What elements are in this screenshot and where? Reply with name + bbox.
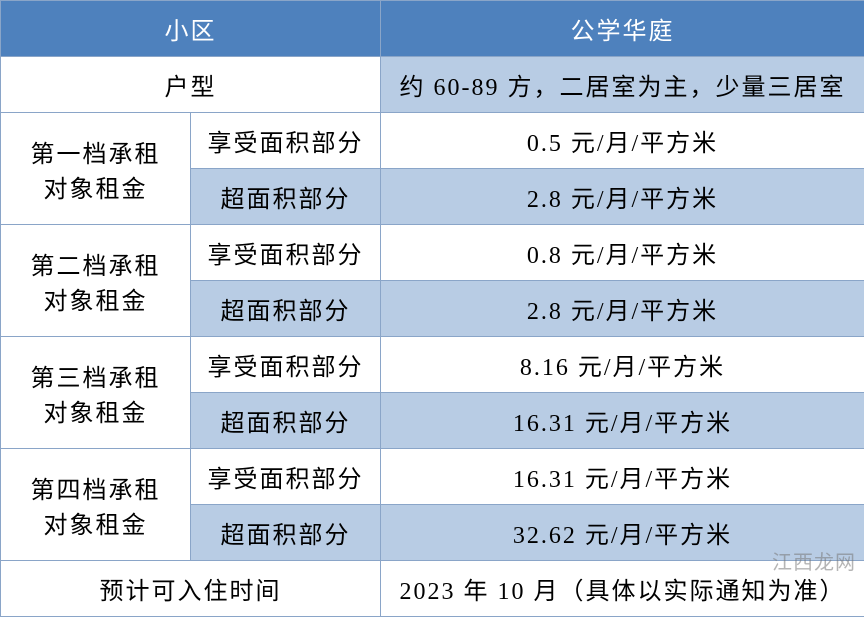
row-huxing: 户型 约 60-89 方，二居室为主，少量三居室 <box>1 57 864 113</box>
tier3-enjoy-value: 8.16 元/月/平方米 <box>381 337 864 393</box>
tier3-name-l2: 对象租金 <box>5 393 186 428</box>
tier3-row-enjoy: 第三档承租 对象租金 享受面积部分 8.16 元/月/平方米 <box>1 337 864 393</box>
tier2-row-enjoy: 第二档承租 对象租金 享受面积部分 0.8 元/月/平方米 <box>1 225 864 281</box>
huxing-label: 户型 <box>1 57 381 113</box>
tier4-enjoy-label: 享受面积部分 <box>191 449 381 505</box>
tier2-enjoy-value: 0.8 元/月/平方米 <box>381 225 864 281</box>
tier1-name: 第一档承租 对象租金 <box>1 113 191 225</box>
tier1-name-l1: 第一档承租 <box>5 134 186 169</box>
tier1-row-enjoy: 第一档承租 对象租金 享受面积部分 0.5 元/月/平方米 <box>1 113 864 169</box>
tier2-enjoy-label: 享受面积部分 <box>191 225 381 281</box>
tier1-enjoy-value: 0.5 元/月/平方米 <box>381 113 864 169</box>
tier4-over-value: 32.62 元/月/平方米 <box>381 505 864 561</box>
tier4-name: 第四档承租 对象租金 <box>1 449 191 561</box>
tier2-over-value: 2.8 元/月/平方米 <box>381 281 864 337</box>
table-header-row: 小区 公学华庭 <box>1 1 864 57</box>
tier2-over-label: 超面积部分 <box>191 281 381 337</box>
rent-table-wrapper: 小区 公学华庭 户型 约 60-89 方，二居室为主，少量三居室 第一档承租 对… <box>0 0 864 617</box>
tier1-enjoy-label: 享受面积部分 <box>191 113 381 169</box>
tier2-name-l1: 第二档承租 <box>5 246 186 281</box>
tier4-enjoy-value: 16.31 元/月/平方米 <box>381 449 864 505</box>
movein-label: 预计可入住时间 <box>1 561 381 617</box>
rent-table: 小区 公学华庭 户型 约 60-89 方，二居室为主，少量三居室 第一档承租 对… <box>0 0 864 617</box>
tier1-over-label: 超面积部分 <box>191 169 381 225</box>
header-project: 公学华庭 <box>381 1 864 57</box>
tier3-name-l1: 第三档承租 <box>5 358 186 393</box>
tier3-over-label: 超面积部分 <box>191 393 381 449</box>
tier3-name: 第三档承租 对象租金 <box>1 337 191 449</box>
tier2-name: 第二档承租 对象租金 <box>1 225 191 337</box>
tier3-enjoy-label: 享受面积部分 <box>191 337 381 393</box>
tier2-name-l2: 对象租金 <box>5 281 186 316</box>
movein-value: 2023 年 10 月（具体以实际通知为准） <box>381 561 864 617</box>
tier3-over-value: 16.31 元/月/平方米 <box>381 393 864 449</box>
tier4-name-l2: 对象租金 <box>5 505 186 540</box>
tier4-row-enjoy: 第四档承租 对象租金 享受面积部分 16.31 元/月/平方米 <box>1 449 864 505</box>
tier4-name-l1: 第四档承租 <box>5 470 186 505</box>
tier1-over-value: 2.8 元/月/平方米 <box>381 169 864 225</box>
tier4-over-label: 超面积部分 <box>191 505 381 561</box>
huxing-value: 约 60-89 方，二居室为主，少量三居室 <box>381 57 864 113</box>
header-community: 小区 <box>1 1 381 57</box>
tier1-name-l2: 对象租金 <box>5 169 186 204</box>
row-movein: 预计可入住时间 2023 年 10 月（具体以实际通知为准） <box>1 561 864 617</box>
